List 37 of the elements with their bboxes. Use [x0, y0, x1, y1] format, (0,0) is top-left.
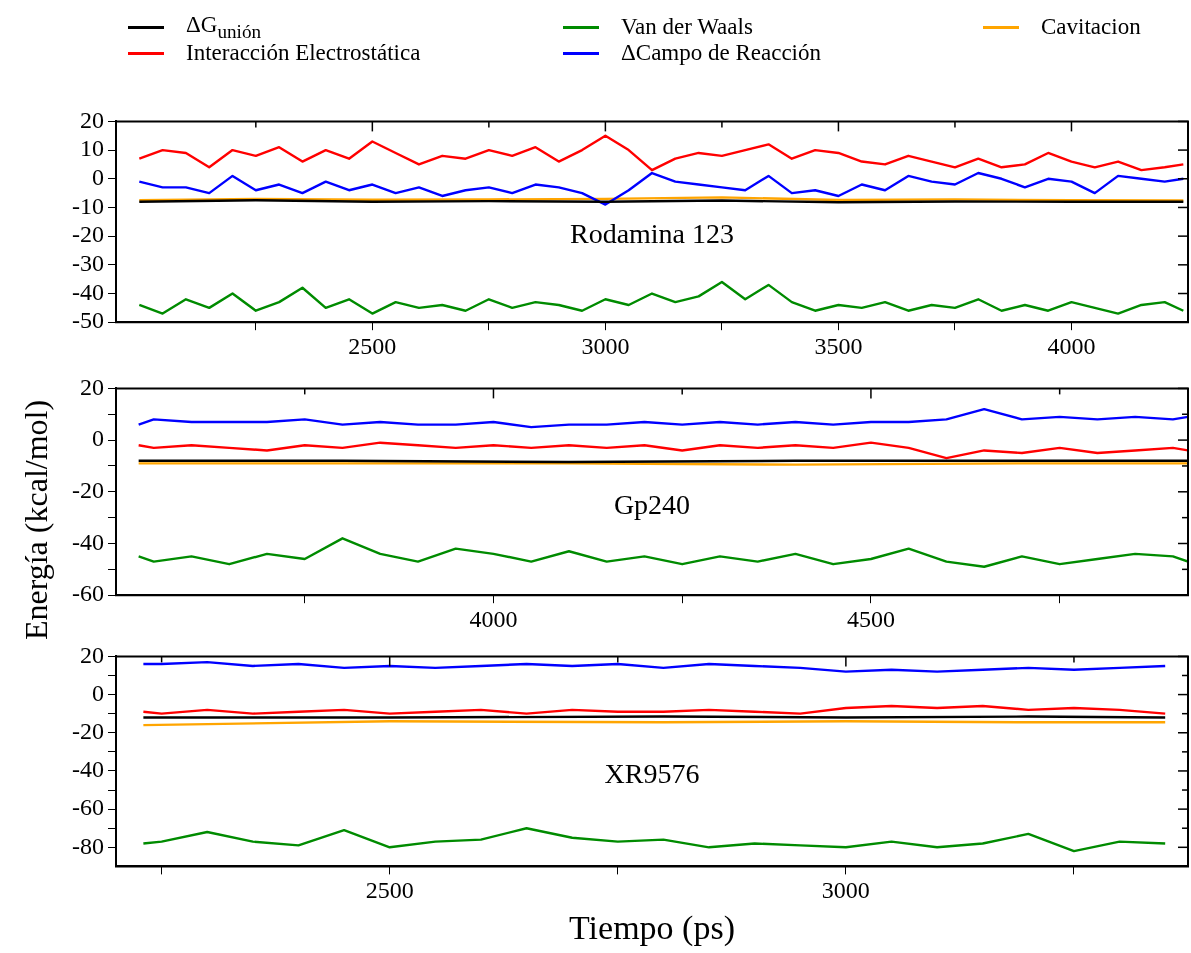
x-axis-title: Tiempo (ps)	[569, 908, 735, 947]
y-tick-label: -10	[72, 192, 104, 219]
y-tick-label: -50	[72, 307, 104, 334]
legend-label: ΔG$_{unión}$	[186, 11, 262, 42]
y-tick-label: 20	[80, 106, 104, 133]
y-tick-label: 20	[80, 641, 104, 668]
y-tick-label: 0	[92, 425, 104, 452]
y-tick-label: -40	[72, 756, 104, 783]
x-tick-label: 4000	[469, 605, 518, 632]
y-tick-label: -20	[72, 221, 104, 248]
y-tick-label: -20	[72, 718, 104, 745]
x-tick-label: 4500	[846, 605, 895, 632]
legend-label: Interacción Electrostática	[186, 40, 421, 66]
y-tick-label: 20	[80, 373, 104, 400]
y-tick-label: 0	[92, 164, 104, 191]
x-tick-label: 2500	[365, 877, 414, 904]
annotation: XR9576	[604, 758, 700, 790]
x-tick-label: 2500	[348, 332, 397, 359]
x-tick-label: 3000	[821, 877, 870, 904]
y-tick-label: -80	[72, 832, 104, 859]
legend-label: Cavitacion	[1041, 14, 1141, 40]
y-tick-label: 0	[92, 679, 104, 706]
y-tick-label: -60	[72, 580, 104, 607]
y-axis-title: Energía (kcal/mol)	[17, 399, 55, 641]
annotation: Rodamina 123	[569, 218, 735, 250]
y-tick-label: -20	[72, 477, 104, 504]
x-tick-label: 3500	[814, 332, 863, 359]
x-tick-label: 4000	[1047, 332, 1096, 359]
y-tick-label: -40	[72, 528, 104, 555]
x-tick-label: 3000	[581, 332, 630, 359]
annotation: Gp240	[613, 488, 691, 520]
y-tick-label: -60	[72, 794, 104, 821]
y-tick-label: -40	[72, 278, 104, 305]
y-tick-label: 10	[80, 135, 104, 162]
legend-label: Van der Waals	[621, 14, 753, 40]
y-tick-label: -30	[72, 250, 104, 277]
legend-label: ΔCampo de Reacción	[621, 40, 822, 66]
